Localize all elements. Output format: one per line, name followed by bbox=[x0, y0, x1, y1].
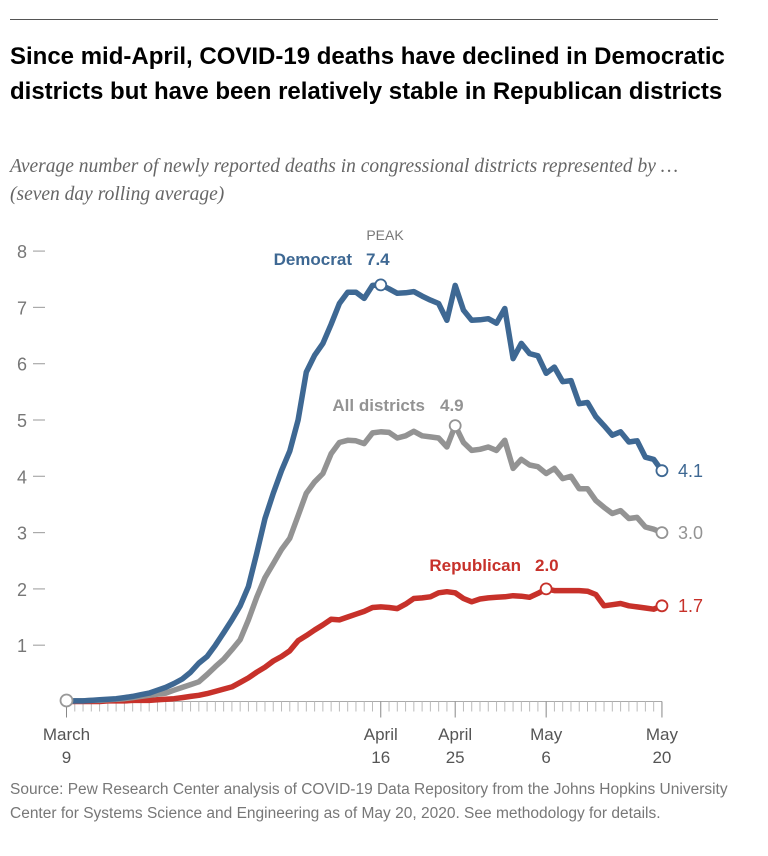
peak-marker-all bbox=[448, 419, 462, 433]
chart-title: Since mid-April, COVID-19 deaths have de… bbox=[10, 43, 725, 105]
series-label-democrat: Democrat bbox=[274, 250, 353, 269]
x-tick-label-day: 25 bbox=[446, 748, 465, 767]
x-tick-label-month: March bbox=[43, 725, 90, 744]
y-tick-label: 5 bbox=[17, 411, 27, 431]
peak-marker-republican bbox=[539, 582, 553, 596]
line-chart: 1 2 3 4 5 6 7 8 March 9 April 16 April 25 May 6 May 20 PEA… bbox=[17, 227, 703, 767]
end-value-all: 3.0 bbox=[678, 523, 703, 543]
x-tick-label-month: May bbox=[530, 725, 563, 744]
end-marker-republican bbox=[655, 599, 669, 613]
peak-label: PEAK bbox=[366, 227, 404, 243]
x-tick-label-month: May bbox=[646, 725, 679, 744]
series-label-republican: Republican bbox=[429, 556, 521, 575]
end-value-republican: 1.7 bbox=[678, 596, 703, 616]
chart-subtitle: Average number of newly reported deaths … bbox=[10, 156, 679, 205]
series-line-democrat bbox=[63, 282, 665, 705]
x-tick-label-day: 6 bbox=[541, 748, 550, 767]
y-tick-label: 3 bbox=[17, 524, 27, 544]
x-tick-label-day: 16 bbox=[371, 748, 390, 767]
series-line-all bbox=[63, 422, 665, 705]
series-line-republican bbox=[63, 586, 665, 705]
x-tick-label-day: 20 bbox=[652, 748, 671, 767]
end-marker-democrat bbox=[655, 464, 669, 478]
y-tick-label: 4 bbox=[17, 467, 27, 487]
x-tick-label-month: April bbox=[364, 725, 398, 744]
start-marker bbox=[59, 693, 74, 708]
source-note: Source: Pew Research Center analysis of … bbox=[10, 781, 728, 822]
y-tick-label: 7 bbox=[17, 298, 27, 318]
x-tick-label-day: 9 bbox=[62, 748, 71, 767]
peak-value-republican: 2.0 bbox=[535, 556, 559, 575]
end-marker-all bbox=[655, 526, 669, 539]
y-tick-label: 6 bbox=[17, 355, 27, 375]
series-label-all: All districts bbox=[332, 396, 425, 415]
peak-marker-democrat bbox=[374, 278, 388, 292]
top-rule bbox=[10, 19, 718, 20]
y-tick-label: 1 bbox=[17, 636, 27, 656]
x-tick-label-month: April bbox=[438, 725, 472, 744]
y-tick-label: 2 bbox=[17, 580, 27, 600]
end-value-democrat: 4.1 bbox=[678, 461, 703, 481]
peak-value-democrat: 7.4 bbox=[366, 250, 390, 269]
y-tick-label: 8 bbox=[17, 242, 27, 262]
peak-value-all: 4.9 bbox=[440, 396, 464, 415]
